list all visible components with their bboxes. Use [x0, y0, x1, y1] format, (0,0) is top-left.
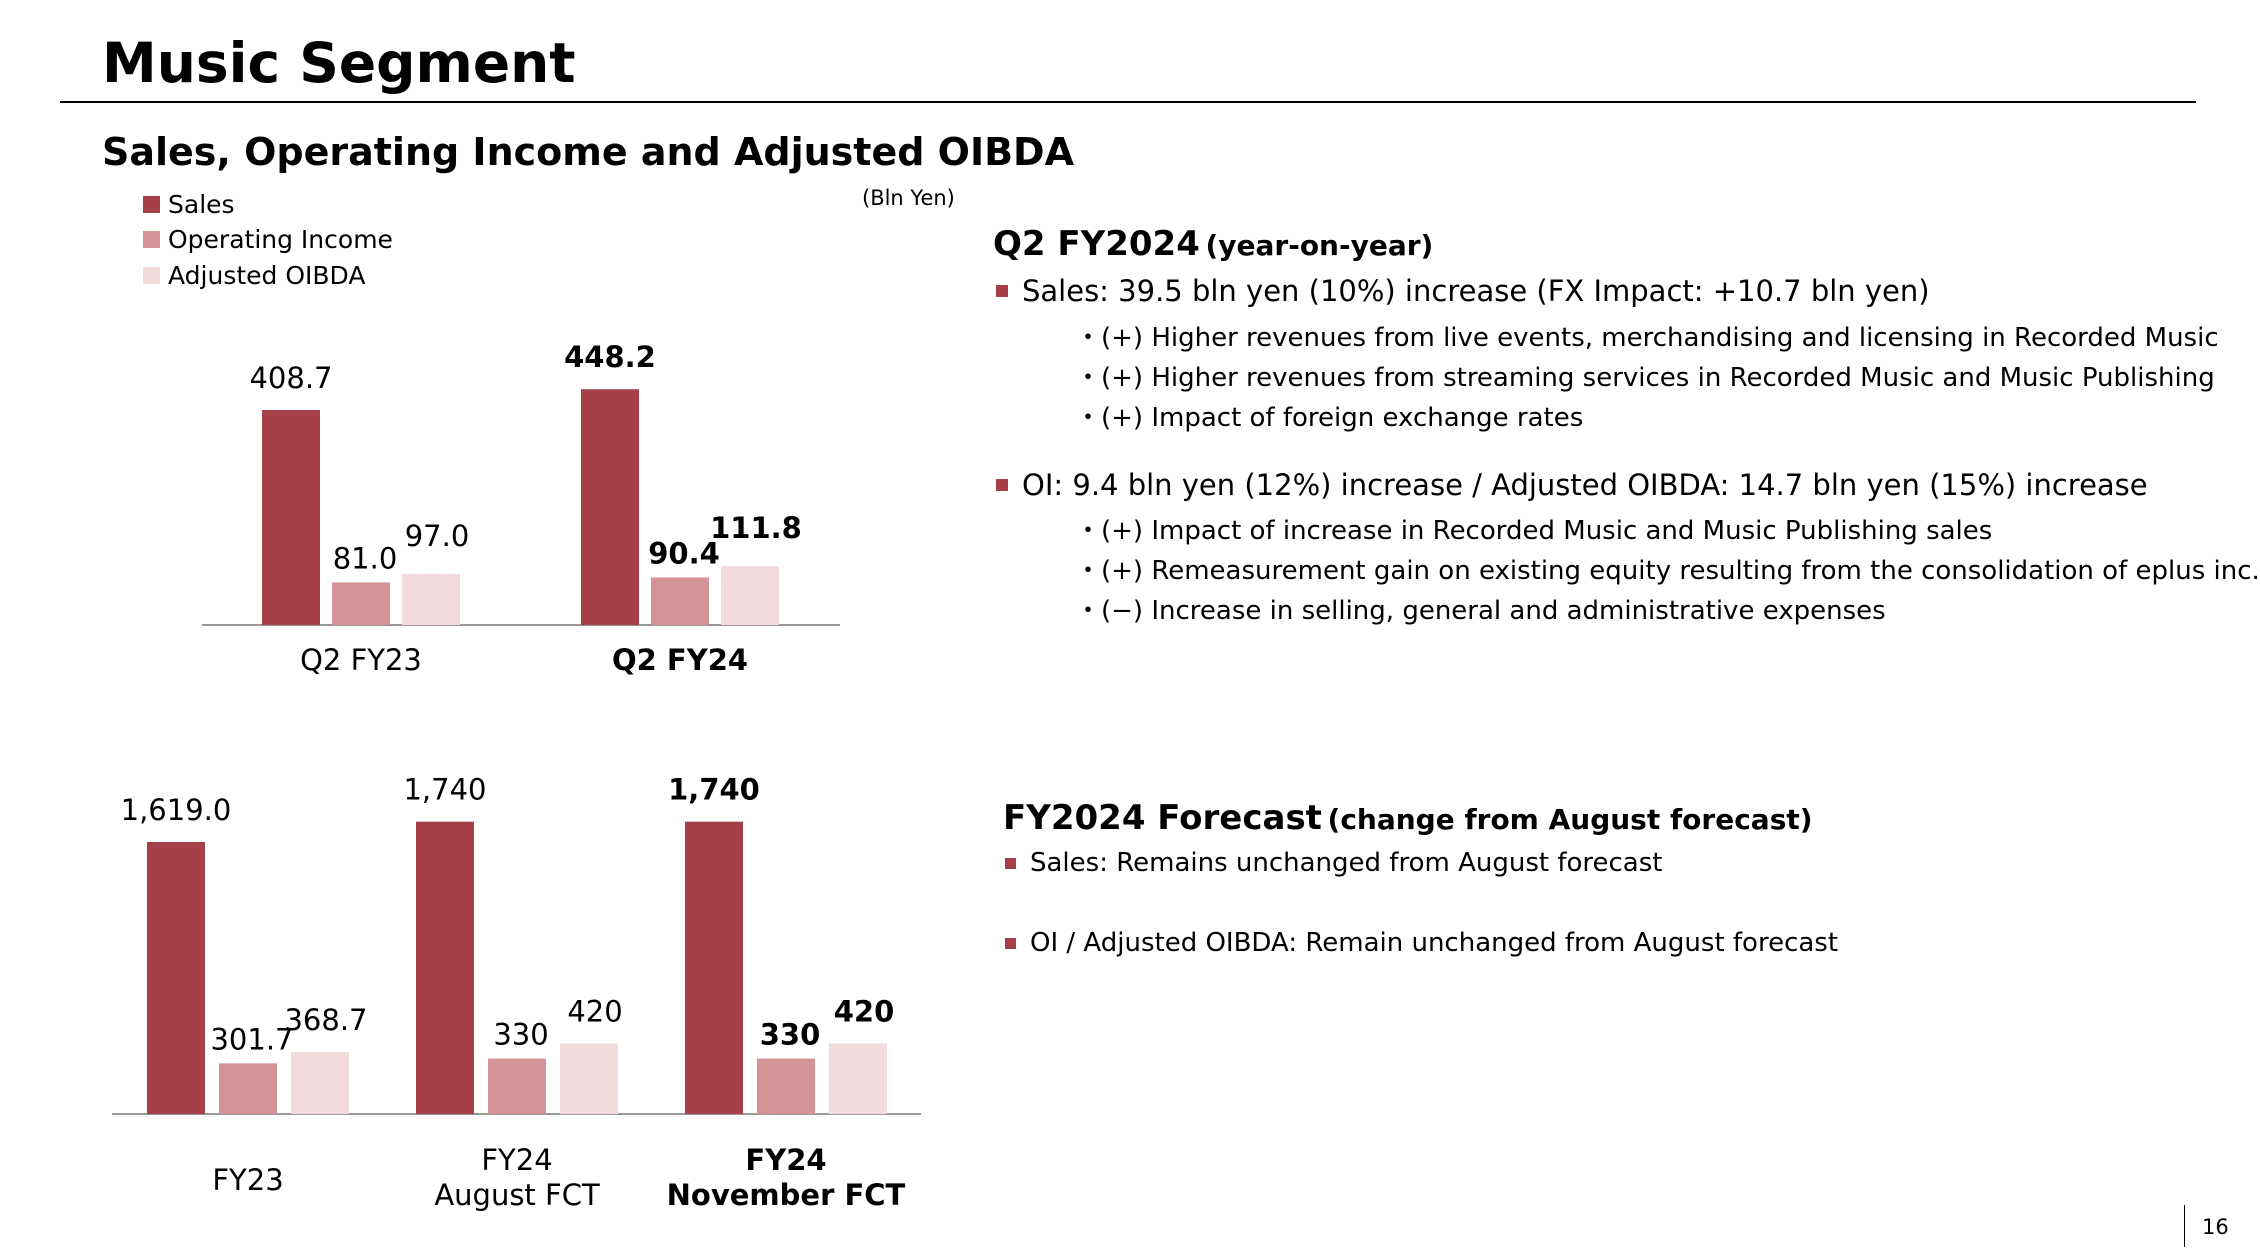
data-label-adjusted-oibda: 420 — [834, 994, 895, 1028]
data-label-sales: 408.7 — [249, 361, 332, 395]
legend-label-sales: Sales — [168, 189, 235, 219]
bar-operating-income — [757, 1058, 815, 1114]
page-number-divider — [2184, 1205, 2185, 1247]
legend-item-sales: Sales — [143, 188, 235, 220]
forecast-oi-text: OI / Adjusted OIBDA: Remain unchanged fr… — [1030, 928, 1839, 958]
q2-sales-text: Sales: 39.5 bln yen (10%) increase (FX I… — [1022, 274, 1930, 308]
legend-item-adjusted-oibda: Adjusted OIBDA — [143, 259, 365, 291]
category-label: FY23 — [212, 1163, 283, 1197]
data-label-operating-income: 301.7 — [210, 1022, 293, 1056]
q2-heading-note: (year-on-year) — [1205, 229, 1434, 262]
data-label-adjusted-oibda: 97.0 — [405, 519, 470, 553]
q2-oi-point: ・(+) Impact of increase in Recorded Musi… — [1075, 516, 1993, 546]
q2-sales-point: ・(+) Higher revenues from live events, m… — [1075, 323, 2219, 353]
legend-swatch-adjusted-oibda — [143, 266, 160, 284]
section-title: Sales, Operating Income and Adjusted OIB… — [102, 130, 1075, 174]
q2-oi-bullet: OI: 9.4 bln yen (12%) increase / Adjuste… — [996, 468, 2148, 502]
category-label: August FCT — [434, 1178, 600, 1212]
forecast-oi-bullet: OI / Adjusted OIBDA: Remain unchanged fr… — [1005, 928, 1838, 958]
q2-sales-point: ・(+) Impact of foreign exchange rates — [1075, 403, 1584, 433]
data-label-operating-income: 90.4 — [648, 536, 720, 570]
forecast-heading-title: FY2024 Forecast — [1003, 798, 1322, 838]
bullet-square-icon — [996, 285, 1008, 297]
q2-oi-point: ・(+) Remeasurement gain on existing equi… — [1075, 556, 2260, 586]
bar-operating-income — [651, 577, 709, 625]
bar-operating-income — [332, 582, 390, 625]
q2-sales-point: ・(+) Higher revenues from streaming serv… — [1075, 363, 2215, 393]
bar-operating-income — [219, 1063, 277, 1114]
q2-oi-point: ・(−) Increase in selling, general and ad… — [1075, 596, 1886, 626]
data-label-sales: 1,740 — [668, 773, 760, 807]
q2-heading-title: Q2 FY2024 — [993, 224, 1200, 264]
bar-sales — [262, 410, 320, 625]
bar-adjusted-oibda — [291, 1052, 349, 1114]
category-label: Q2 FY24 — [612, 643, 748, 677]
bullet-square-icon — [1005, 857, 1016, 869]
forecast-heading: FY2024 Forecast (change from August fore… — [1003, 798, 1813, 838]
bar-adjusted-oibda — [402, 573, 460, 625]
legend-label-operating-income: Operating Income — [168, 224, 393, 254]
legend-swatch-sales — [143, 195, 160, 213]
bullet-square-icon — [996, 479, 1008, 491]
legend-item-operating-income: Operating Income — [143, 223, 393, 255]
bar-sales — [147, 842, 205, 1114]
data-label-adjusted-oibda: 420 — [567, 994, 622, 1028]
data-label-adjusted-oibda: 111.8 — [710, 511, 802, 545]
forecast-sales-text: Sales: Remains unchanged from August for… — [1030, 848, 1663, 878]
category-label: FY24 — [745, 1143, 826, 1177]
legend-swatch-operating-income — [143, 230, 160, 248]
data-label-operating-income: 330 — [493, 1018, 548, 1052]
bar-adjusted-oibda — [560, 1043, 618, 1114]
q2-sales-bullet: Sales: 39.5 bln yen (10%) increase (FX I… — [996, 274, 1930, 308]
bar-sales — [416, 821, 474, 1114]
page-title: Music Segment — [102, 31, 576, 95]
data-label-sales: 1,740 — [403, 773, 486, 807]
forecast-heading-note: (change from August forecast) — [1327, 803, 1813, 836]
bar-adjusted-oibda — [721, 566, 779, 625]
title-rule — [60, 101, 2196, 103]
category-label: Q2 FY23 — [300, 643, 422, 677]
forecast-sales-bullet: Sales: Remains unchanged from August for… — [1005, 848, 1662, 878]
page-number: 16 — [2202, 1215, 2229, 1239]
data-label-operating-income: 81.0 — [333, 541, 398, 575]
bullet-square-icon — [1005, 937, 1016, 949]
data-label-operating-income: 330 — [760, 1018, 821, 1052]
data-label-sales: 448.2 — [564, 340, 656, 374]
data-label-adjusted-oibda: 368.7 — [284, 1003, 367, 1037]
q2-heading: Q2 FY2024 (year-on-year) — [993, 224, 1433, 264]
bar-sales — [581, 389, 639, 625]
category-label: November FCT — [667, 1178, 906, 1212]
category-label: FY24 — [481, 1143, 552, 1177]
bar-sales — [685, 821, 743, 1114]
bar-adjusted-oibda — [829, 1043, 887, 1114]
bar-operating-income — [488, 1058, 546, 1114]
legend-label-adjusted-oibda: Adjusted OIBDA — [168, 260, 366, 290]
unit-label: (Bln Yen) — [862, 186, 955, 210]
data-label-sales: 1,619.0 — [121, 793, 232, 827]
q2-oi-text: OI: 9.4 bln yen (12%) increase / Adjuste… — [1022, 468, 2148, 502]
